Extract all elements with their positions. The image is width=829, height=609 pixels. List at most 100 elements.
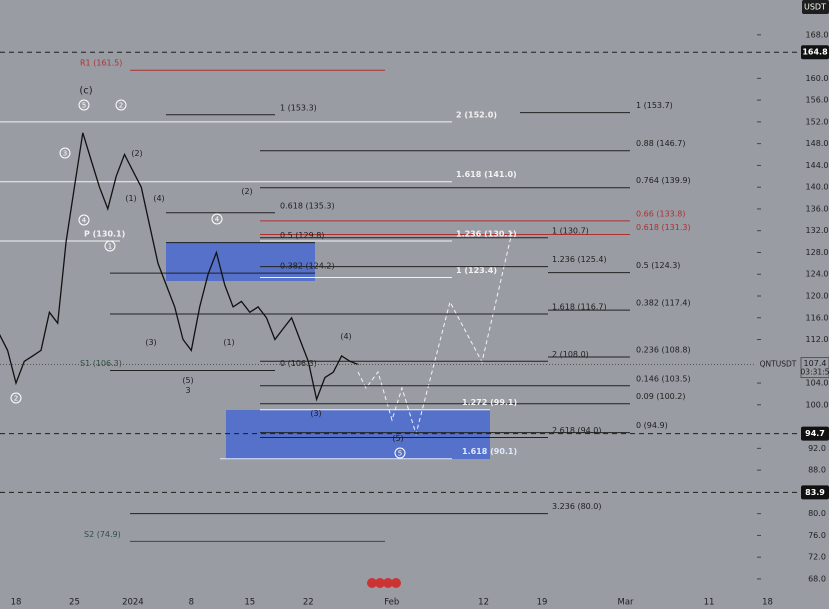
wave-label: 1 bbox=[108, 243, 112, 251]
wave-circle bbox=[115, 99, 127, 111]
y-tick-label: 68.0 bbox=[808, 574, 826, 583]
y-tick-label: 112.0 bbox=[806, 335, 829, 344]
x-tick-label: 22 bbox=[303, 598, 314, 608]
price-axis bbox=[757, 0, 829, 609]
y-tick-label: 120.0 bbox=[806, 292, 829, 301]
y-tick-label: 92.0 bbox=[808, 444, 826, 453]
price-badge-label: 83.9 bbox=[805, 488, 825, 497]
level-label: 0.5 (124.3) bbox=[636, 261, 680, 270]
wave-label: (2) bbox=[241, 187, 252, 196]
wave-label: (1) bbox=[125, 194, 136, 203]
x-tick-label: 2024 bbox=[122, 598, 144, 608]
x-tick-label: 11 bbox=[704, 598, 715, 608]
y-tick-label: 76.0 bbox=[808, 531, 826, 540]
x-tick-label: 18 bbox=[11, 598, 22, 608]
level-label: 0.146 (103.5) bbox=[636, 374, 691, 383]
x-tick-label: 15 bbox=[244, 598, 255, 608]
wave-label: 4 bbox=[215, 216, 220, 224]
wave-label: (5) bbox=[392, 434, 403, 443]
y-tick-label: 72.0 bbox=[808, 553, 826, 562]
wave-circle bbox=[10, 392, 22, 404]
x-tick-label: 18 bbox=[762, 598, 773, 608]
x-tick-label: 12 bbox=[478, 598, 489, 608]
event-icon bbox=[375, 578, 385, 588]
level-label: S2 (74.9) bbox=[84, 530, 121, 539]
price-badge-label: 164.8 bbox=[802, 48, 828, 57]
wave-label: (5) bbox=[182, 376, 193, 385]
level-label: 2.618 (94.0) bbox=[552, 426, 602, 435]
y-tick-label: 160.0 bbox=[806, 74, 829, 83]
wave-label: (4) bbox=[340, 332, 351, 341]
countdown: 03:31:5 bbox=[801, 368, 829, 377]
level-label: 1.618 (90.1) bbox=[462, 447, 517, 456]
x-tick-label: 19 bbox=[537, 598, 548, 608]
x-tick-label: 8 bbox=[189, 598, 194, 608]
symbol-badge bbox=[756, 358, 800, 371]
level-label: 0.618 (135.3) bbox=[280, 201, 335, 210]
level-label: 1.236 (125.4) bbox=[552, 255, 607, 264]
wave-label: 5 bbox=[398, 450, 402, 458]
x-tick-label: Mar bbox=[618, 598, 635, 608]
wave-label: 4 bbox=[82, 217, 87, 225]
y-tick-label: 132.0 bbox=[806, 226, 829, 235]
price-badge bbox=[801, 485, 829, 500]
price-badge-label: 94.7 bbox=[805, 429, 825, 438]
zone bbox=[166, 242, 315, 281]
zones bbox=[166, 242, 490, 459]
level-label: 1.618 (116.7) bbox=[552, 302, 607, 311]
level-label: 1.618 (141.0) bbox=[456, 170, 517, 179]
level-label: 0.09 (100.2) bbox=[636, 392, 686, 401]
x-tick-label: 25 bbox=[69, 598, 80, 608]
last-price-badge bbox=[800, 357, 829, 379]
level-label: 0 (94.9) bbox=[636, 421, 668, 430]
wave-label: 3 bbox=[185, 386, 190, 395]
wave-circle bbox=[78, 214, 90, 226]
y-tick-label: 148.0 bbox=[806, 139, 829, 148]
wave-circle bbox=[78, 99, 90, 111]
level-label: S1 (106.3) bbox=[80, 359, 122, 368]
wave-circle bbox=[59, 147, 71, 159]
wave-label: 2 bbox=[14, 395, 18, 403]
wave-label: 3 bbox=[63, 150, 67, 158]
wave-label: (4) bbox=[153, 194, 164, 203]
level-label: 3.236 (80.0) bbox=[552, 502, 602, 511]
level-label: 0 (106.3) bbox=[280, 359, 317, 368]
wave-label: (c) bbox=[79, 86, 92, 97]
price-badge bbox=[801, 45, 829, 60]
wave-label: 2 bbox=[119, 102, 123, 110]
zone bbox=[226, 410, 490, 459]
y-tick-label: 168.0 bbox=[806, 30, 829, 39]
level-label: 1.236 (130.1) bbox=[456, 230, 517, 239]
wave-label: (1) bbox=[223, 338, 234, 347]
axis-unit: USDT bbox=[804, 3, 826, 12]
level-label: P (130.1) bbox=[84, 230, 125, 239]
event-icon bbox=[391, 578, 401, 588]
level-label: 1 (130.7) bbox=[552, 226, 589, 235]
level-label: 1 (153.3) bbox=[280, 103, 317, 112]
level-label: 2 (108.0) bbox=[552, 350, 589, 359]
y-tick-label: 136.0 bbox=[806, 204, 829, 213]
y-tick-label: 116.0 bbox=[806, 313, 829, 322]
level-label: 0.236 (108.8) bbox=[636, 345, 691, 354]
unit-badge bbox=[802, 0, 829, 14]
level-label: 0.5 (129.8) bbox=[280, 231, 324, 240]
wave-label: 5 bbox=[82, 102, 86, 110]
price-line bbox=[0, 132, 359, 402]
y-tick-label: 104.0 bbox=[806, 379, 829, 388]
y-tick-label: 80.0 bbox=[808, 509, 826, 518]
wave-label: (3) bbox=[145, 338, 156, 347]
level-label: 0.764 (139.9) bbox=[636, 176, 691, 185]
symbol-label: QNTUSDT bbox=[760, 360, 797, 369]
y-tick-label: 152.0 bbox=[806, 117, 829, 126]
wave-label: (2) bbox=[131, 149, 142, 158]
last-price-label: 107.4 bbox=[804, 359, 827, 368]
event-icon bbox=[383, 578, 393, 588]
level-label: 1 (153.7) bbox=[636, 101, 673, 110]
wave-label: (3) bbox=[310, 409, 321, 418]
events bbox=[367, 578, 401, 588]
price-badge bbox=[801, 426, 829, 441]
level-label: 0.382 (117.4) bbox=[636, 299, 691, 308]
level-label: 0.618 (131.3) bbox=[636, 223, 691, 232]
level-label: 1 (123.4) bbox=[456, 266, 497, 275]
